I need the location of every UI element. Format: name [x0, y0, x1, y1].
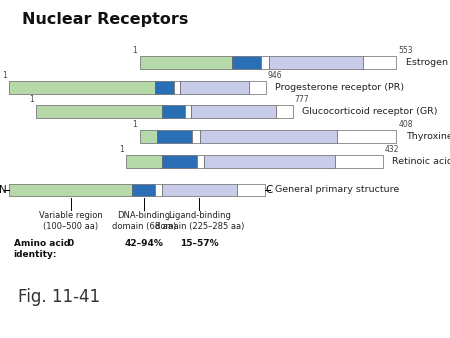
- Text: 42–94%: 42–94%: [124, 239, 163, 248]
- Bar: [335, 155, 382, 168]
- Text: 1: 1: [132, 120, 137, 129]
- Bar: [36, 105, 162, 118]
- Text: General primary structure: General primary structure: [275, 186, 400, 194]
- Text: 1: 1: [119, 145, 124, 154]
- Bar: [232, 56, 261, 69]
- Text: 553: 553: [398, 46, 413, 55]
- Bar: [185, 105, 191, 118]
- Text: Retinoic acid receptor (RAR): Retinoic acid receptor (RAR): [392, 157, 450, 166]
- Bar: [204, 155, 335, 168]
- Bar: [140, 130, 158, 143]
- Text: 1: 1: [2, 71, 7, 80]
- Text: Variable region
(100–500 aa): Variable region (100–500 aa): [39, 211, 103, 231]
- Bar: [132, 184, 155, 196]
- Bar: [175, 81, 180, 94]
- Text: 1: 1: [29, 95, 34, 104]
- Bar: [162, 105, 185, 118]
- Bar: [200, 130, 337, 143]
- Text: DNA-binding
domain (68 aa): DNA-binding domain (68 aa): [112, 211, 176, 231]
- Text: Amino acid
identity:: Amino acid identity:: [14, 239, 70, 259]
- Bar: [126, 155, 162, 168]
- Bar: [155, 184, 162, 196]
- Text: 408: 408: [398, 120, 413, 129]
- Bar: [9, 81, 155, 94]
- Text: 1: 1: [132, 46, 137, 55]
- Bar: [192, 130, 200, 143]
- Text: Nuclear Receptors: Nuclear Receptors: [22, 12, 189, 27]
- Bar: [162, 155, 197, 168]
- Text: Thyroxine receptor (TR): Thyroxine receptor (TR): [406, 132, 450, 141]
- Bar: [363, 56, 396, 69]
- Text: 432: 432: [385, 145, 399, 154]
- Bar: [276, 105, 293, 118]
- Bar: [249, 81, 266, 94]
- Bar: [9, 184, 132, 196]
- Text: 15–57%: 15–57%: [180, 239, 219, 248]
- Bar: [261, 56, 269, 69]
- Text: 0: 0: [68, 239, 74, 248]
- Bar: [158, 130, 192, 143]
- Bar: [162, 184, 237, 196]
- Text: Ligand-binding
domain (225–285 aa): Ligand-binding domain (225–285 aa): [155, 211, 244, 231]
- Text: Progesterone receptor (PR): Progesterone receptor (PR): [275, 83, 405, 92]
- Bar: [337, 130, 396, 143]
- Bar: [180, 81, 249, 94]
- Text: Glucocorticoid receptor (GR): Glucocorticoid receptor (GR): [302, 107, 438, 116]
- Bar: [155, 81, 175, 94]
- Bar: [191, 105, 276, 118]
- Text: 777: 777: [295, 95, 310, 104]
- Bar: [140, 56, 232, 69]
- Text: N: N: [0, 185, 7, 195]
- Bar: [197, 155, 204, 168]
- Text: Fig. 11-41: Fig. 11-41: [18, 288, 100, 306]
- Text: Estrogen receptor (ER): Estrogen receptor (ER): [406, 58, 450, 67]
- Text: 946: 946: [268, 71, 283, 80]
- Bar: [237, 184, 266, 196]
- Text: C: C: [266, 185, 273, 195]
- Bar: [269, 56, 363, 69]
